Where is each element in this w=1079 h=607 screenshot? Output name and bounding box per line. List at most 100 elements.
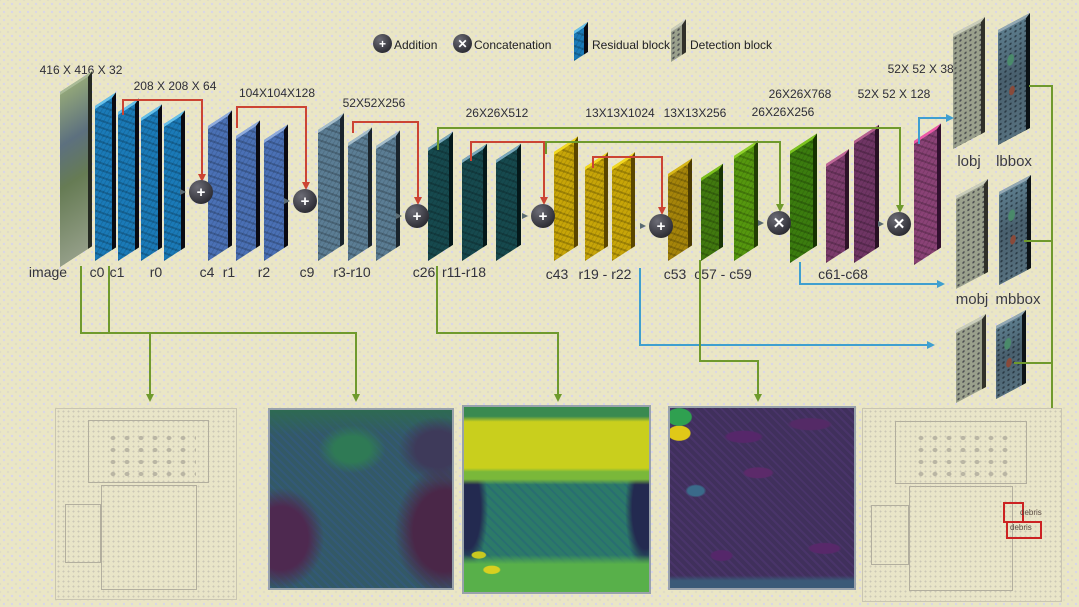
addition-node: + xyxy=(531,204,555,228)
cross-icon: ✕ xyxy=(892,215,906,233)
sketch-shape xyxy=(894,420,1028,484)
layer-label: r0 xyxy=(149,264,163,280)
output-route-line xyxy=(1029,85,1052,87)
sobj-slab xyxy=(956,314,986,403)
entry-arrow-icon xyxy=(284,198,290,204)
skip-line xyxy=(352,121,354,133)
head-route-arrow-icon xyxy=(937,280,945,288)
route-arrow-icon xyxy=(896,205,904,213)
detection-label: debris xyxy=(1020,508,1042,517)
head-route-line xyxy=(639,268,641,346)
sketch-shape xyxy=(88,420,210,484)
layer-label: c4 xyxy=(199,264,215,280)
addition-icon: + xyxy=(373,34,392,53)
feature-map-mid xyxy=(462,405,651,594)
layer-slab-c0 xyxy=(95,92,116,261)
layer-slab-c61 xyxy=(826,149,849,263)
fmap-tap-line xyxy=(699,260,701,360)
skip-arrow-icon xyxy=(414,197,422,205)
layer-slab-r0 xyxy=(164,110,185,261)
dim-label: 52X 52 X 384 xyxy=(887,62,961,76)
layer-slab-c59 xyxy=(734,140,758,261)
layer-label: r1 xyxy=(222,264,236,280)
dim-label: 52X 52 X 128 xyxy=(857,87,931,101)
sketch-shape xyxy=(65,504,102,563)
layer-slab-r1 xyxy=(236,120,260,261)
dim-label: 13X13X256 xyxy=(663,106,727,120)
layer-label: c53 xyxy=(663,266,687,282)
plus-icon: + xyxy=(378,36,386,51)
layer-label: c0 xyxy=(89,264,105,280)
layer-slab-c1 xyxy=(118,98,139,261)
skip-line xyxy=(201,99,203,175)
entry-arrow-icon xyxy=(758,220,764,226)
fmap-tap-line xyxy=(108,266,110,332)
fmap-arrow-icon xyxy=(146,394,154,402)
entry-arrow-icon xyxy=(522,213,528,219)
route-line xyxy=(899,127,901,205)
skip-line xyxy=(470,141,472,161)
legend-detection-label: Detection block xyxy=(690,38,773,52)
skip-line xyxy=(543,141,545,197)
dim-label: 26X26X512 xyxy=(465,106,529,120)
skip-line xyxy=(661,156,663,207)
skip-line xyxy=(122,99,124,115)
output-route-line xyxy=(1024,240,1052,242)
head-route-line xyxy=(918,117,920,144)
head-route-arrow-icon xyxy=(927,341,935,349)
sketch-shape xyxy=(106,431,197,478)
dim-label: 104X104X128 xyxy=(238,86,316,100)
plus-icon: + xyxy=(656,217,666,235)
feature-map-early xyxy=(268,408,454,590)
lobj-label: lobj xyxy=(957,153,981,170)
route-line xyxy=(779,141,781,204)
fmap-tap-line xyxy=(80,332,357,334)
fmap-tap-line xyxy=(436,266,438,332)
layer-slab-r2 xyxy=(264,124,288,261)
layer-slab xyxy=(585,152,608,261)
fmap-arrow-icon xyxy=(554,394,562,402)
layer-label: image xyxy=(28,264,68,280)
sbbox-slab xyxy=(996,310,1026,399)
skip-line xyxy=(470,141,545,143)
layer-slab-concat-52 xyxy=(914,123,941,265)
lbbox-label: lbbox xyxy=(996,153,1032,170)
skip-line xyxy=(122,99,203,101)
output-route-line xyxy=(1051,85,1053,431)
fmap-arrow-icon xyxy=(754,394,762,402)
legend-concatenation-label: Concatenation xyxy=(474,38,552,52)
route-line xyxy=(545,141,781,143)
output-route-line xyxy=(1014,362,1052,364)
sketch-shape xyxy=(101,485,197,590)
head-route-line xyxy=(918,117,946,119)
cross-icon: ✕ xyxy=(772,214,786,232)
layer-slab-c57 xyxy=(701,163,723,261)
fmap-tap-line xyxy=(757,360,759,394)
skip-line xyxy=(236,106,238,128)
skip-arrow-icon xyxy=(302,182,310,190)
head-route-line xyxy=(799,262,801,283)
layer-label: c1 xyxy=(109,264,125,280)
addition-node: + xyxy=(293,189,317,213)
skip-line xyxy=(592,156,594,168)
layer-label: c43 xyxy=(545,266,569,282)
plus-icon: + xyxy=(538,207,548,225)
dim-label: 52X52X256 xyxy=(342,96,406,110)
skip-line xyxy=(236,106,307,108)
legend-residual-label: Residual block xyxy=(592,38,671,52)
detection-result-image: debris debris xyxy=(862,408,1062,602)
sketch-shape xyxy=(914,432,1014,479)
legend-addition-label: Addition xyxy=(394,38,438,52)
fmap-tap-line xyxy=(80,266,82,332)
concatenation-node: ✕ xyxy=(767,211,791,235)
addition-node: + xyxy=(189,180,213,204)
lbbox-slab xyxy=(998,12,1030,146)
layer-slab-r3-r10 xyxy=(376,130,400,261)
skip-line xyxy=(592,156,663,158)
layer-slab-r19-r22 xyxy=(612,152,635,261)
layer-label: c26 xyxy=(412,264,436,280)
layer-label: c9 xyxy=(299,264,315,280)
layer-slab-concat-26 xyxy=(790,133,817,263)
layer-slab-c26 xyxy=(428,131,453,261)
fmap-tap-line xyxy=(436,332,559,334)
